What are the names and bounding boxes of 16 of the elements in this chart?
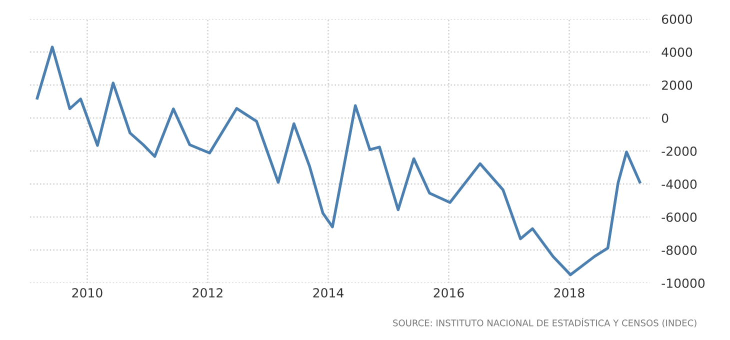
y-tick-label: -4000 xyxy=(662,179,697,189)
y-tick-label: -8000 xyxy=(662,245,697,255)
source-note: SOURCE: INSTITUTO NACIONAL DE ESTADÍSTICA Y CENSOS (INDEC) xyxy=(393,318,696,328)
x-tick-label: 2016 xyxy=(434,288,464,298)
y-tick-label: -2000 xyxy=(662,146,697,156)
x-tick-label: 2012 xyxy=(192,288,222,298)
y-tick-label: 6000 xyxy=(662,14,692,24)
x-tick-label: 2014 xyxy=(313,288,344,298)
y-tick-label: 4000 xyxy=(662,47,692,57)
y-tick-label: -10000 xyxy=(662,278,705,288)
x-tick-label: 2018 xyxy=(554,288,584,298)
x-tick-label: 2010 xyxy=(72,288,102,298)
y-tick-label: -6000 xyxy=(662,212,697,222)
y-tick-label: 0 xyxy=(662,113,668,123)
y-tick-label: 2000 xyxy=(662,80,692,90)
line-series xyxy=(36,46,642,276)
